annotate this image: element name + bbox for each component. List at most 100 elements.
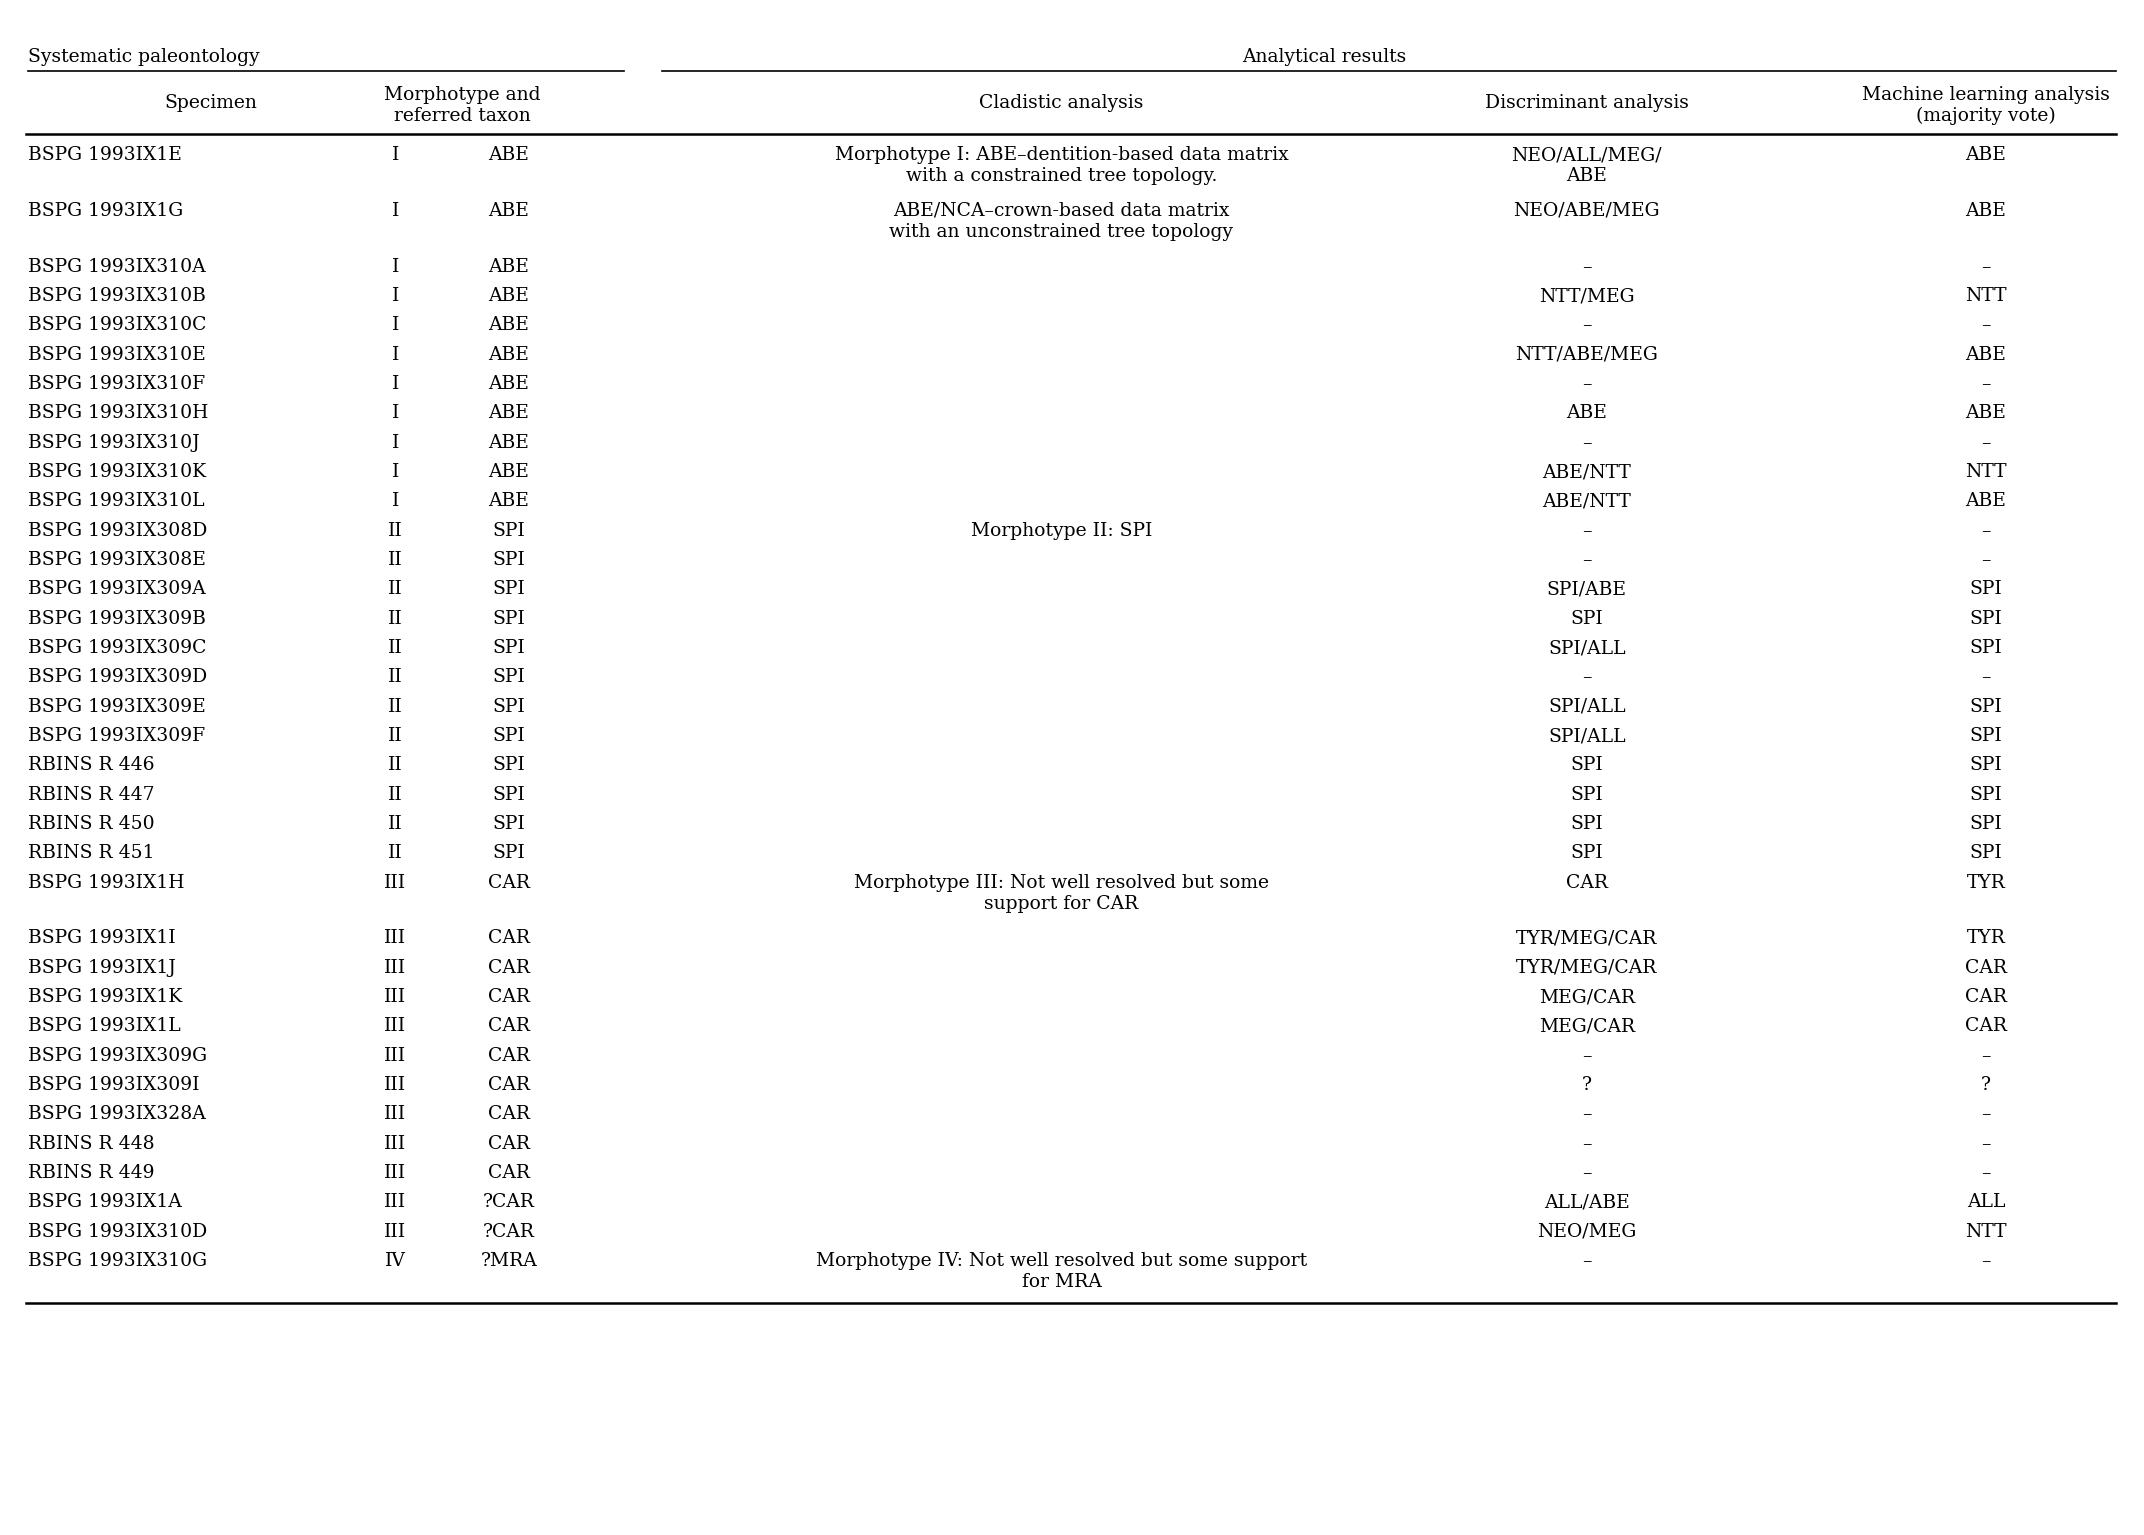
Text: ABE/NTT: ABE/NTT bbox=[1542, 493, 1632, 510]
Text: SPI: SPI bbox=[493, 815, 525, 834]
Text: ?CAR: ?CAR bbox=[482, 1193, 534, 1211]
Text: BSPG 1993IX310J: BSPG 1993IX310J bbox=[28, 434, 199, 451]
Text: III: III bbox=[384, 873, 407, 892]
Text: ?: ? bbox=[1582, 1076, 1591, 1094]
Text: BSPG 1993IX1K: BSPG 1993IX1K bbox=[28, 989, 182, 1005]
Text: III: III bbox=[384, 929, 407, 947]
Text: III: III bbox=[384, 1164, 407, 1182]
Text: RBINS R 449: RBINS R 449 bbox=[28, 1164, 154, 1182]
Text: CAR: CAR bbox=[1966, 1018, 2007, 1036]
Text: II: II bbox=[388, 580, 403, 599]
Text: ABE: ABE bbox=[489, 287, 530, 305]
Text: ABE: ABE bbox=[489, 404, 530, 422]
Text: –: – bbox=[1582, 316, 1591, 335]
Text: MEG/CAR: MEG/CAR bbox=[1539, 1018, 1636, 1036]
Text: SPI/ALL: SPI/ALL bbox=[1548, 698, 1625, 715]
Text: II: II bbox=[388, 844, 403, 863]
Text: BSPG 1993IX309C: BSPG 1993IX309C bbox=[28, 639, 206, 657]
Text: ABE: ABE bbox=[1966, 493, 2007, 510]
Text: ABE: ABE bbox=[489, 375, 530, 393]
Text: CAR: CAR bbox=[489, 1047, 530, 1065]
Text: –: – bbox=[1981, 1105, 1992, 1124]
Text: –: – bbox=[1582, 1164, 1591, 1182]
Text: TYR: TYR bbox=[1966, 929, 2005, 947]
Text: NEO/MEG: NEO/MEG bbox=[1537, 1223, 1636, 1240]
Text: SPI: SPI bbox=[1970, 844, 2002, 863]
Text: Cladistic analysis: Cladistic analysis bbox=[980, 94, 1143, 112]
Text: BSPG 1993IX310E: BSPG 1993IX310E bbox=[28, 345, 206, 364]
Text: ?: ? bbox=[1981, 1076, 1992, 1094]
Text: –: – bbox=[1582, 434, 1591, 451]
Text: SPI: SPI bbox=[1970, 786, 2002, 804]
Text: ABE: ABE bbox=[489, 258, 530, 276]
Text: –: – bbox=[1582, 668, 1591, 686]
Text: ABE/NCA–crown-based data matrix
with an unconstrained tree topology: ABE/NCA–crown-based data matrix with an … bbox=[890, 203, 1233, 241]
Text: SPI: SPI bbox=[1970, 757, 2002, 774]
Text: BSPG 1993IX309B: BSPG 1993IX309B bbox=[28, 609, 206, 628]
Text: –: – bbox=[1981, 522, 1992, 540]
Text: NTT/MEG: NTT/MEG bbox=[1539, 287, 1634, 305]
Text: –: – bbox=[1981, 1253, 1992, 1269]
Text: NEO/ABE/MEG: NEO/ABE/MEG bbox=[1514, 203, 1659, 220]
Text: BSPG 1993IX308E: BSPG 1993IX308E bbox=[28, 551, 206, 569]
Text: Morphotype IV: Not well resolved but some support
for MRA: Morphotype IV: Not well resolved but som… bbox=[817, 1253, 1308, 1291]
Text: BSPG 1993IX310A: BSPG 1993IX310A bbox=[28, 258, 206, 276]
Text: I: I bbox=[392, 203, 399, 220]
Text: BSPG 1993IX328A: BSPG 1993IX328A bbox=[28, 1105, 206, 1124]
Text: BSPG 1993IX310B: BSPG 1993IX310B bbox=[28, 287, 206, 305]
Text: II: II bbox=[388, 698, 403, 715]
Text: RBINS R 450: RBINS R 450 bbox=[28, 815, 154, 834]
Text: CAR: CAR bbox=[489, 1076, 530, 1094]
Text: Discriminant analysis: Discriminant analysis bbox=[1486, 94, 1689, 112]
Text: NTT: NTT bbox=[1966, 1223, 2007, 1240]
Text: SPI/ALL: SPI/ALL bbox=[1548, 728, 1625, 744]
Text: BSPG 1993IX309A: BSPG 1993IX309A bbox=[28, 580, 206, 599]
Text: ABE: ABE bbox=[1567, 404, 1608, 422]
Text: SPI: SPI bbox=[493, 786, 525, 804]
Text: –: – bbox=[1981, 1164, 1992, 1182]
Text: I: I bbox=[392, 404, 399, 422]
Text: –: – bbox=[1582, 1105, 1591, 1124]
Text: I: I bbox=[392, 146, 399, 164]
Text: I: I bbox=[392, 464, 399, 480]
Text: –: – bbox=[1582, 375, 1591, 393]
Text: CAR: CAR bbox=[489, 873, 530, 892]
Text: I: I bbox=[392, 316, 399, 335]
Text: SPI/ALL: SPI/ALL bbox=[1548, 639, 1625, 657]
Text: I: I bbox=[392, 434, 399, 451]
Text: III: III bbox=[384, 959, 407, 976]
Text: III: III bbox=[384, 1047, 407, 1065]
Text: CAR: CAR bbox=[489, 1105, 530, 1124]
Text: BSPG 1993IX309I: BSPG 1993IX309I bbox=[28, 1076, 199, 1094]
Text: SPI: SPI bbox=[493, 522, 525, 540]
Text: SPI: SPI bbox=[493, 580, 525, 599]
Text: I: I bbox=[392, 493, 399, 510]
Text: ABE: ABE bbox=[1966, 345, 2007, 364]
Text: SPI: SPI bbox=[1569, 609, 1604, 628]
Text: SPI: SPI bbox=[493, 844, 525, 863]
Text: BSPG 1993IX310H: BSPG 1993IX310H bbox=[28, 404, 208, 422]
Text: RBINS R 448: RBINS R 448 bbox=[28, 1134, 154, 1153]
Text: CAR: CAR bbox=[1966, 959, 2007, 976]
Text: ?MRA: ?MRA bbox=[480, 1253, 538, 1269]
Text: SPI: SPI bbox=[1970, 698, 2002, 715]
Text: RBINS R 447: RBINS R 447 bbox=[28, 786, 154, 804]
Text: CAR: CAR bbox=[489, 929, 530, 947]
Text: I: I bbox=[392, 375, 399, 393]
Text: II: II bbox=[388, 668, 403, 686]
Text: Machine learning analysis
(majority vote): Machine learning analysis (majority vote… bbox=[1861, 86, 2110, 126]
Text: CAR: CAR bbox=[489, 1018, 530, 1036]
Text: I: I bbox=[392, 258, 399, 276]
Text: SPI/ABE: SPI/ABE bbox=[1546, 580, 1627, 599]
Text: II: II bbox=[388, 639, 403, 657]
Text: CAR: CAR bbox=[1565, 873, 1608, 892]
Text: Analytical results: Analytical results bbox=[1241, 49, 1406, 66]
Text: TYR/MEG/CAR: TYR/MEG/CAR bbox=[1516, 929, 1657, 947]
Text: TYR/MEG/CAR: TYR/MEG/CAR bbox=[1516, 959, 1657, 976]
Text: ABE: ABE bbox=[489, 464, 530, 480]
Text: ABE: ABE bbox=[489, 316, 530, 335]
Text: BSPG 1993IX310D: BSPG 1993IX310D bbox=[28, 1223, 208, 1240]
Text: BSPG 1993IX309E: BSPG 1993IX309E bbox=[28, 698, 206, 715]
Text: Systematic paleontology: Systematic paleontology bbox=[28, 49, 259, 66]
Text: SPI: SPI bbox=[493, 757, 525, 774]
